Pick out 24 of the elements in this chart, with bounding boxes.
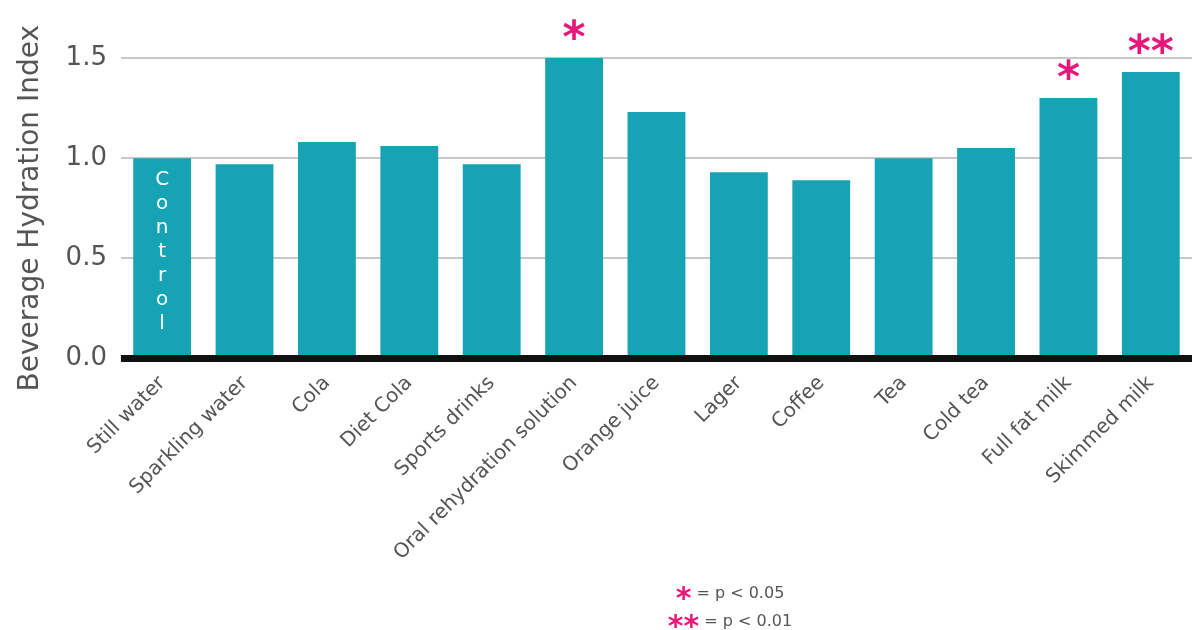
y-tick-label: 0.0 <box>65 341 107 372</box>
bar <box>709 172 768 358</box>
annotation: Control <box>155 166 170 335</box>
bar <box>298 142 356 358</box>
bar <box>627 112 686 358</box>
annotation: * <box>1056 51 1080 103</box>
bar <box>215 164 274 358</box>
x-tick-label: Tea <box>869 370 911 412</box>
y-tick-label: 0.5 <box>65 241 107 272</box>
bar <box>545 58 603 358</box>
bar <box>462 164 521 358</box>
y-tick-label: 1.0 <box>65 140 107 171</box>
bar <box>380 146 439 358</box>
annotation: ** <box>1127 25 1174 77</box>
x-tick-label: Cola <box>286 370 335 419</box>
bar <box>1039 98 1098 358</box>
bar <box>874 158 933 358</box>
y-axis-title: Beverage Hydration Index <box>12 24 46 392</box>
bar <box>792 180 851 358</box>
bar <box>1121 72 1180 358</box>
annotation: * <box>562 11 586 62</box>
bar <box>957 148 1015 358</box>
bar <box>133 158 192 358</box>
y-tick-label: 1.5 <box>65 40 107 71</box>
